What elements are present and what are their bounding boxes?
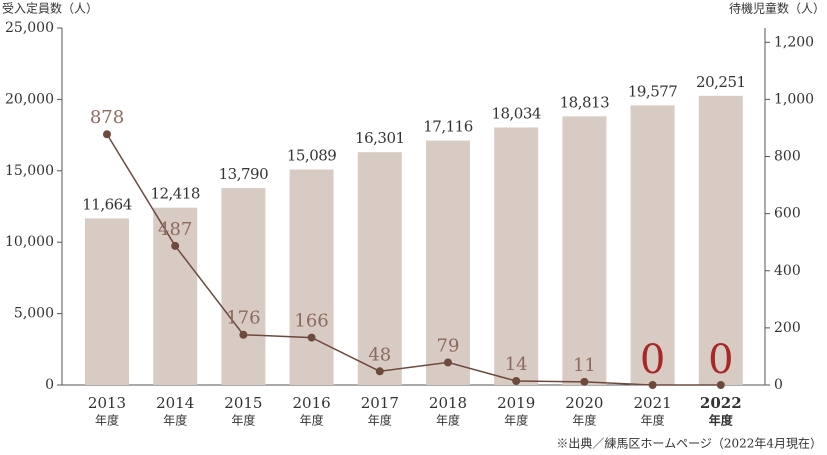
bar <box>494 127 539 385</box>
line-point <box>375 367 384 376</box>
line-value-label: 14 <box>505 354 528 375</box>
source-note: ※出典／練馬区ホームページ（2022年4月現在） <box>556 437 822 451</box>
line-value-label: 0 <box>708 337 733 383</box>
bar-value-label: 13,790 <box>219 165 269 183</box>
x-tick-sublabel: 年度 <box>163 413 187 428</box>
line-point <box>580 377 589 386</box>
x-tick-label: 2019 <box>497 394 535 412</box>
y-tick-label: 5,000 <box>14 306 54 322</box>
bar <box>357 152 402 385</box>
y-tick-label: 15,000 <box>5 163 54 179</box>
line-point <box>444 358 452 367</box>
bar <box>562 116 607 386</box>
line-point <box>648 381 657 389</box>
x-tick-sublabel: 年度 <box>436 413 460 428</box>
bar <box>426 140 470 385</box>
x-tick-sublabel: 年度 <box>368 413 392 428</box>
x-tick-label: 2021 <box>634 394 672 412</box>
line-point <box>103 130 111 139</box>
y2-tick-label: 400 <box>774 263 801 279</box>
line-point <box>716 381 725 389</box>
x-tick-sublabel: 年度 <box>95 413 119 428</box>
y2-tick-label: 1,000 <box>774 91 814 107</box>
bar-value-label: 15,089 <box>287 147 337 165</box>
x-tick-sublabel: 年度 <box>709 413 734 428</box>
x-tick-sublabel: 年度 <box>231 413 255 428</box>
line-value-label: 166 <box>294 311 328 332</box>
y-tick-label: 0 <box>45 377 54 393</box>
line-value-label: 11 <box>573 355 596 376</box>
y2-tick-label: 800 <box>774 149 801 165</box>
bar <box>153 207 198 385</box>
bar <box>85 218 129 385</box>
x-tick-label: 2017 <box>361 394 399 412</box>
y-axis-title: 受入定員数（人） <box>2 1 98 16</box>
line-point <box>307 333 316 342</box>
bar-value-label: 11,664 <box>82 195 132 213</box>
bar-value-label: 19,577 <box>628 82 678 100</box>
x-tick-label: 2018 <box>429 394 467 412</box>
line-value-label: 878 <box>90 107 124 128</box>
bar <box>630 105 675 386</box>
y2-tick-label: 600 <box>774 206 801 222</box>
bar-value-label: 18,813 <box>560 93 610 111</box>
line-point <box>171 241 180 250</box>
bar <box>221 188 266 385</box>
x-tick-label: 2015 <box>224 394 262 412</box>
x-tick-sublabel: 年度 <box>504 413 528 428</box>
x-tick-sublabel: 年度 <box>300 413 324 428</box>
y2-tick-label: 0 <box>774 377 783 393</box>
y-tick-label: 10,000 <box>5 234 54 250</box>
line-value-label: 48 <box>368 344 391 365</box>
line-point <box>512 377 521 386</box>
bar <box>698 95 743 385</box>
bar-value-label: 12,418 <box>150 185 200 203</box>
bar-value-label: 16,301 <box>355 129 405 147</box>
line-value-label: 0 <box>640 337 665 383</box>
bar <box>289 169 334 385</box>
line <box>106 133 721 386</box>
y2-tick-label: 1,200 <box>774 34 814 50</box>
y-tick-label: 25,000 <box>5 20 54 36</box>
line-value-label: 487 <box>158 219 192 240</box>
x-tick-sublabel: 年度 <box>572 413 596 428</box>
y2-tick-label: 200 <box>774 320 801 336</box>
y-tick-label: 20,000 <box>5 91 54 107</box>
line-value-label: 176 <box>226 308 260 329</box>
x-tick-label: 2020 <box>565 394 603 412</box>
line-point <box>239 330 248 339</box>
y2-axis-title: 待機児童数（人） <box>729 1 825 16</box>
x-tick-label: 2022 <box>700 394 742 412</box>
x-tick-label: 2014 <box>156 394 194 412</box>
x-tick-label: 2016 <box>293 394 331 412</box>
x-tick-sublabel: 年度 <box>641 413 665 428</box>
bar-value-label: 18,034 <box>491 104 541 122</box>
x-tick-label: 2013 <box>88 394 126 412</box>
bar-value-label: 20,251 <box>696 73 746 91</box>
bar-value-label: 17,116 <box>423 118 473 136</box>
line-value-label: 79 <box>437 335 460 356</box>
